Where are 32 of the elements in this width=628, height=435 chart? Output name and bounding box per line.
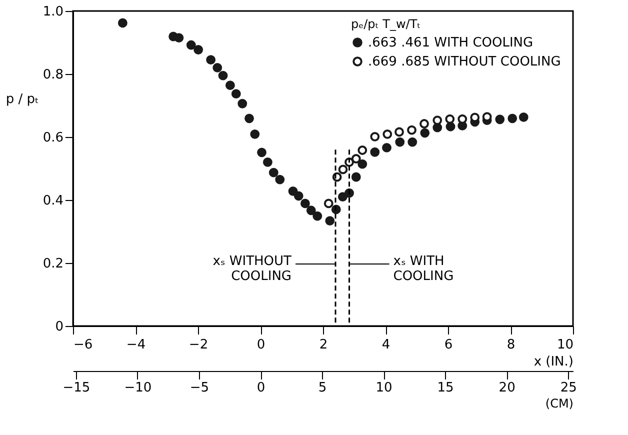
legend-title: pₑ/pₜ T_w/Tₜ	[351, 17, 421, 31]
y-tick-label: 0.4	[42, 194, 64, 208]
x2-tick-label: 0	[256, 380, 266, 396]
y-tick-label: 0.8	[42, 68, 64, 82]
x-tick-label: −6	[74, 338, 93, 352]
x-tick-label: −4	[126, 338, 146, 352]
ref-line-label: xₛ WITH COOLING	[393, 254, 454, 284]
x2-tick-label: 15	[437, 380, 454, 396]
x-tick-label: 0	[256, 338, 266, 352]
x2-tick-label: −10	[124, 380, 152, 396]
x-tick-label: 8	[506, 338, 516, 352]
x-tick-label: 4	[382, 338, 390, 352]
x-tick-label: 2	[319, 338, 328, 352]
y-tick-label: 1.0	[42, 4, 64, 20]
x2-tick-label: 5	[318, 380, 327, 396]
x2-axis-title: (CM)	[545, 396, 574, 410]
ref-line-label: xₛ WITHOUT COOLING	[212, 254, 292, 284]
y-tick-label: 0.6	[42, 130, 64, 146]
x-axis-title: x (IN.)	[534, 354, 574, 370]
x2-tick-label: −5	[190, 380, 210, 396]
x-tick-label: −2	[188, 338, 208, 352]
y-tick-label: 0.2	[42, 256, 64, 272]
x2-tick-label: 25	[560, 380, 577, 396]
y-tick-label: 0	[55, 320, 64, 334]
legend-label: .669 .685 WITHOUT COOLING	[368, 54, 561, 70]
x-tick-label: 10	[556, 338, 574, 352]
legend-label: .663 .461 WITH COOLING	[368, 36, 534, 50]
y-axis-title: p / pₜ	[6, 92, 39, 107]
x2-tick-label: 20	[498, 380, 516, 396]
x2-tick-label: −15	[62, 380, 90, 396]
x2-tick-label: 10	[376, 380, 392, 396]
x-tick-label: 6	[444, 338, 453, 352]
